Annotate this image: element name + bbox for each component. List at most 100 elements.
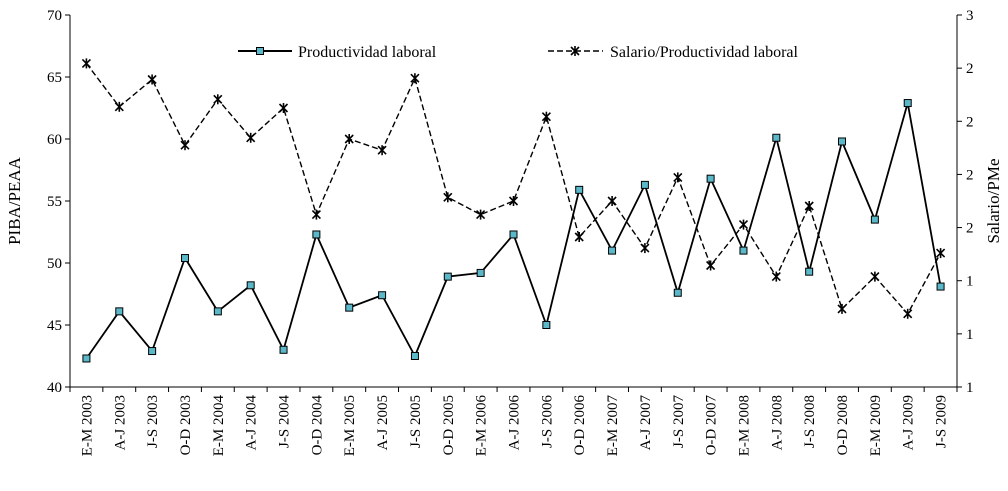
- x-tick-label: E-M 2004: [211, 395, 227, 457]
- data-point-salario: [114, 101, 124, 112]
- data-point-salario: [180, 140, 190, 151]
- data-point-productividad: [378, 291, 387, 300]
- data-point-salario: [706, 260, 716, 271]
- data-point-productividad: [870, 215, 879, 224]
- data-point-productividad: [772, 133, 781, 142]
- x-tick-label: E-M 2009: [868, 395, 884, 456]
- data-point-productividad: [640, 180, 649, 189]
- data-point-salario: [311, 209, 321, 220]
- data-point-salario: [213, 94, 223, 105]
- data-point-productividad: [246, 281, 255, 290]
- data-point-productividad: [443, 272, 452, 281]
- data-point-productividad: [476, 268, 485, 277]
- y-tick-label-left: 45: [47, 318, 62, 334]
- series-group: [81, 58, 946, 363]
- x-tick-label: O-D 2003: [178, 395, 194, 455]
- data-point-salario: [738, 219, 749, 230]
- data-point-productividad: [410, 352, 419, 360]
- data-point-salario: [771, 271, 781, 282]
- x-tick-label: A-J 2005: [375, 395, 391, 450]
- x-tick-label: E-M 2007: [605, 395, 621, 457]
- data-point-salario: [936, 248, 946, 259]
- data-point-productividad: [903, 99, 912, 108]
- data-point-salario: [344, 134, 354, 144]
- x-tick-label: A-J 2004: [244, 395, 260, 451]
- data-point-productividad: [82, 354, 91, 363]
- x-tick-label: O-D 2006: [572, 395, 588, 456]
- data-point-salario: [574, 232, 584, 242]
- data-point-salario: [476, 209, 486, 220]
- data-point-productividad: [213, 307, 222, 316]
- data-point-productividad: [148, 347, 157, 356]
- x-tick-label: E-M 2006: [474, 395, 490, 457]
- y-tick-label-right: 2: [966, 61, 974, 77]
- y-tick-label-left: 50: [47, 256, 62, 272]
- y-tick-label-left: 65: [47, 70, 62, 86]
- data-point-salario: [870, 271, 880, 282]
- data-point-productividad: [739, 246, 748, 255]
- x-tick-label: E-M 2008: [736, 395, 752, 456]
- data-point-salario: [804, 201, 814, 211]
- data-point-salario: [443, 192, 453, 203]
- axes: [65, 14, 962, 392]
- legend: Productividad laboral Salario/Productivi…: [238, 44, 799, 61]
- x-tick-label: E-M 2003: [79, 395, 95, 456]
- legend-label-salario: Salario/Productividad laboral: [610, 44, 799, 61]
- x-tick-label: E-M 2005: [342, 395, 358, 456]
- x-tick-label: A-J 2003: [112, 395, 128, 450]
- x-tick-label: J-S 2007: [671, 395, 687, 448]
- x-tick-label: A-J 2008: [769, 395, 785, 450]
- y-tick-label-right: 1: [966, 380, 974, 396]
- x-tick-label: O-D 2004: [309, 395, 325, 456]
- legend-label-productividad: Productividad laboral: [298, 44, 437, 61]
- data-point-productividad: [542, 321, 551, 329]
- y-tick-label-left: 60: [47, 132, 62, 148]
- x-tick-label: A-J 2009: [901, 395, 917, 450]
- data-point-salario: [640, 243, 650, 254]
- x-tick-label: J-S 2004: [277, 395, 293, 448]
- data-point-salario: [410, 73, 420, 84]
- data-point-productividad: [805, 267, 814, 276]
- data-point-salario: [377, 145, 387, 156]
- y-tick-label-right: 2: [966, 114, 974, 130]
- data-point-productividad: [706, 174, 715, 183]
- data-point-salario: [278, 103, 289, 113]
- data-point-salario: [837, 303, 847, 314]
- x-tick-label: J-S 2003: [145, 395, 161, 448]
- x-tick-label: O-D 2007: [704, 395, 720, 456]
- y-tick-label-right: 1: [966, 274, 974, 290]
- data-point-productividad: [509, 230, 518, 239]
- data-point-salario: [903, 308, 913, 319]
- x-tick-label: J-S 2006: [539, 395, 555, 448]
- series-line-1: [85, 62, 942, 316]
- data-point-productividad: [608, 246, 617, 255]
- y-tick-label-right: 2: [966, 221, 974, 237]
- x-tick-label: J-S 2009: [934, 395, 950, 448]
- data-point-productividad: [279, 345, 288, 354]
- y-tick-label-right: 3: [966, 8, 974, 24]
- data-point-productividad: [673, 288, 682, 297]
- data-point-salario: [607, 196, 617, 206]
- x-tick-label: A-J 2007: [638, 395, 654, 451]
- x-tick-label: A-J 2006: [507, 395, 523, 451]
- tick-labels: 40 45 50 55 60 65 70 1 1 1 2 2 2 2 3 E-M 2003 A-J 2003 J-…: [47, 8, 974, 456]
- y-tick-label-left: 70: [47, 8, 62, 24]
- x-tick-label: O-D 2008: [835, 395, 851, 455]
- y-tick-label-right: 2: [966, 167, 974, 183]
- data-point-salario: [541, 111, 551, 122]
- x-tick-label: J-S 2008: [802, 395, 818, 448]
- data-point-productividad: [115, 307, 124, 316]
- data-point-salario: [147, 74, 157, 85]
- data-point-salario: [673, 172, 683, 183]
- data-point-productividad: [936, 282, 945, 291]
- legend-marker-salario: [570, 46, 580, 56]
- x-tick-label: J-S 2005: [408, 395, 424, 448]
- legend-marker-productividad: [256, 47, 264, 55]
- x-tick-label: O-D 2005: [441, 395, 457, 455]
- data-point-productividad: [575, 185, 584, 194]
- y-tick-label-left: 40: [47, 380, 62, 396]
- data-point-productividad: [312, 230, 321, 239]
- data-point-salario: [246, 132, 256, 143]
- data-point-productividad: [838, 137, 847, 146]
- y-tick-label-left: 55: [47, 194, 62, 210]
